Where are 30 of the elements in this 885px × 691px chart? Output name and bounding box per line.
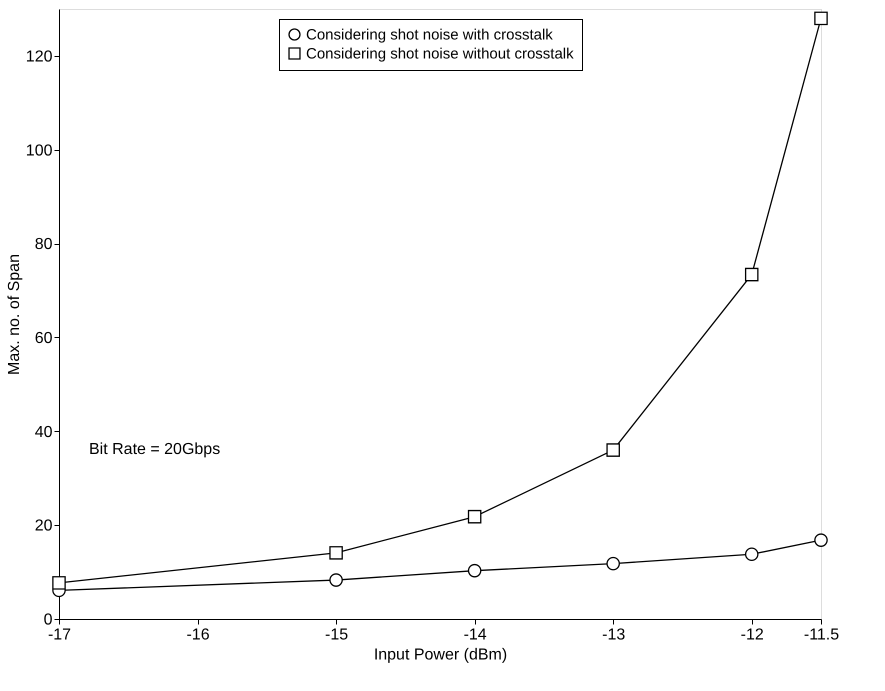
y-tick-label: 60 <box>34 330 53 347</box>
y-tick-label: 80 <box>34 236 53 254</box>
legend-label: Considering shot noise with crosstalk <box>306 26 554 44</box>
point <box>329 573 343 587</box>
x-tick-label: -13 <box>602 626 626 644</box>
point <box>814 12 828 26</box>
x-tick-label: -14 <box>464 626 487 644</box>
x-tick-label: -15 <box>325 626 348 644</box>
point <box>744 268 758 282</box>
x-tick-label: -17 <box>48 626 72 644</box>
point <box>468 564 482 578</box>
y-tick-label: 20 <box>34 518 53 535</box>
annotation: Bit Rate = 20Gbps <box>89 441 220 458</box>
y-tick-label: 40 <box>34 424 53 441</box>
y-tick-label: 0 <box>44 612 53 628</box>
point <box>814 533 828 547</box>
x-tick-label: -16 <box>186 626 210 644</box>
point <box>468 510 482 524</box>
point <box>52 576 66 590</box>
point <box>329 546 343 560</box>
point <box>606 556 620 570</box>
legend-label: Considering shot noise without crosstalk <box>306 46 574 62</box>
point <box>744 547 758 562</box>
x-axis-title: Input Power (dBm) <box>374 646 508 664</box>
y-tick-label: 120 <box>26 48 53 66</box>
y-axis-title: Max. no. of Span <box>6 254 23 375</box>
x-tick-label: -11.5 <box>804 626 840 644</box>
x-tick-label: -12 <box>740 626 764 644</box>
y-tick-label: 100 <box>26 142 53 160</box>
point <box>606 443 620 457</box>
